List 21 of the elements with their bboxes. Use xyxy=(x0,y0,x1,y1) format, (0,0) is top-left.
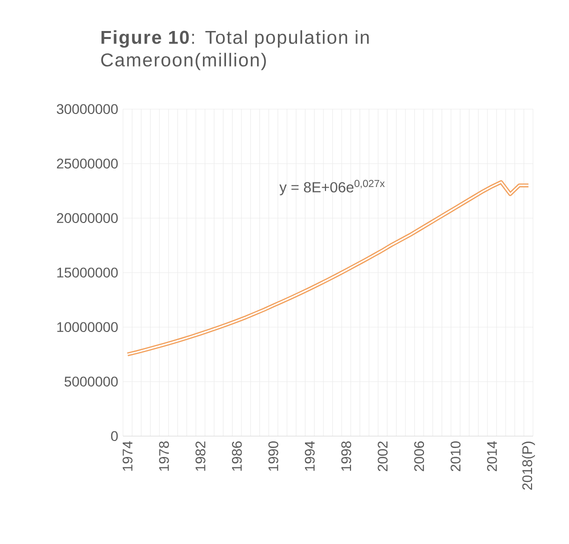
y-tick-label: 15000000 xyxy=(57,268,118,278)
x-tick-label: 1998 xyxy=(341,441,352,471)
x-tick-label: 1978 xyxy=(159,441,169,471)
x-tick-label: 2002 xyxy=(378,442,388,472)
x-tick-label: 1986 xyxy=(232,441,242,471)
x-tick-label: 2018(P) xyxy=(522,442,535,490)
x-tick-label: 1974 xyxy=(122,441,132,471)
y-tick-label: 5000000 xyxy=(64,376,118,387)
y-tick-label: 10000000 xyxy=(57,322,118,332)
x-tick-label: 1994 xyxy=(304,441,315,471)
y-tick-label: 30000000 xyxy=(56,104,118,114)
chart-title: Figure 10: Total population in Cameroon(million) xyxy=(101,30,369,70)
x-tick-label: 1990 xyxy=(268,441,278,471)
y-tick-label: 20000000 xyxy=(56,213,118,224)
y-tick-label: 25000000 xyxy=(56,158,118,169)
y-tick-label: 0 xyxy=(111,431,118,442)
x-tick-label: 2010 xyxy=(450,441,460,472)
annotation: y = 8E+06e$^{0,027x}$ xyxy=(279,180,385,196)
x-tick-label: 2014 xyxy=(487,441,497,472)
x-tick-label: 1982 xyxy=(196,442,206,471)
x-tick-label: 2006 xyxy=(414,441,424,472)
